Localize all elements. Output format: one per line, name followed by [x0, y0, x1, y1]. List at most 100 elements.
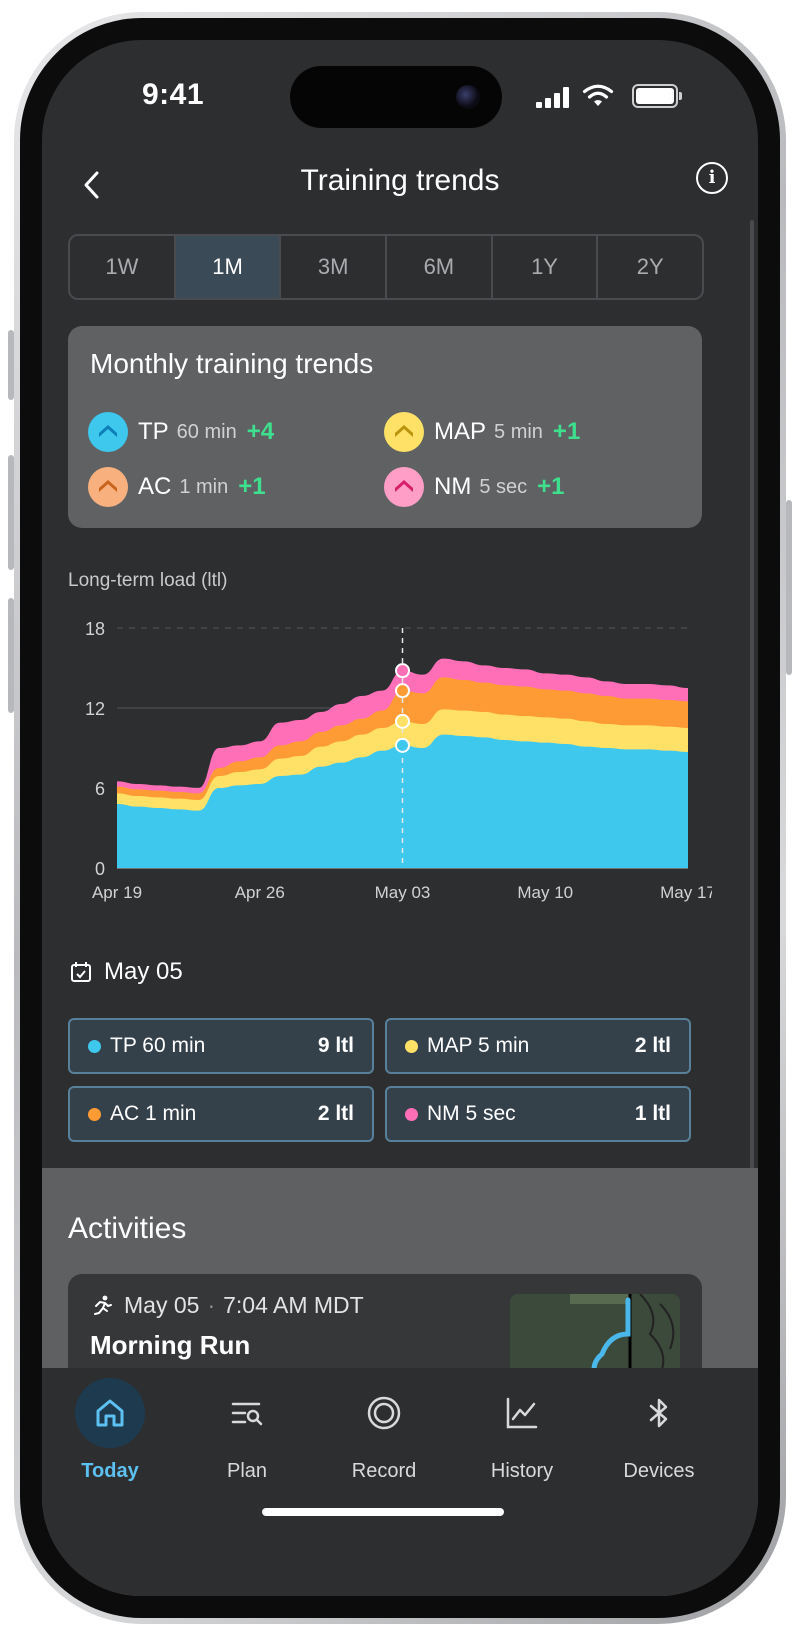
- stat-card-tp[interactable]: TP 60 min 9 ltl: [68, 1018, 374, 1074]
- bluetooth-icon: [649, 1398, 668, 1428]
- back-button[interactable]: [72, 162, 112, 208]
- tab-1w[interactable]: 1W: [70, 236, 176, 298]
- tab-label: History: [490, 1460, 554, 1482]
- trend-duration: 5 min: [494, 420, 543, 443]
- stat-card-map[interactable]: MAP 5 min 2 ltl: [385, 1018, 691, 1074]
- tab-3m[interactable]: 3M: [281, 236, 388, 298]
- stat-label: TP 60 min: [110, 1034, 206, 1057]
- plan-icon: [231, 1402, 263, 1426]
- tab-2y[interactable]: 2Y: [636, 254, 664, 279]
- status-bar: 9:41: [42, 40, 758, 150]
- stat-label: MAP 5 min: [427, 1034, 530, 1057]
- trend-up-icon: [88, 412, 128, 452]
- stat-value: 9 ltl: [317, 1034, 354, 1057]
- stat-value: 2 ltl: [634, 1034, 671, 1057]
- trend-item-nm: NM 5 sec +1: [384, 465, 565, 509]
- series-dot: [88, 1040, 101, 1053]
- separator-dot: ·: [207, 1292, 216, 1318]
- trend-item-ac: AC 1 min +1: [88, 465, 266, 509]
- chart-label: Long-term load (ltl): [68, 570, 228, 591]
- trend-name: TP: [138, 418, 169, 445]
- selected-date: May 05: [104, 958, 183, 985]
- y-tick-label: 0: [95, 859, 105, 879]
- y-tick-label: 18: [85, 619, 105, 639]
- point-ac: [395, 683, 410, 699]
- trend-up-icon: [88, 467, 128, 507]
- tab-6m[interactable]: 6M: [387, 236, 493, 298]
- tab-label: Record: [351, 1460, 417, 1482]
- trend-item-tp: TP 60 min +4: [88, 410, 274, 454]
- tab-1m[interactable]: 1M: [175, 236, 282, 298]
- running-icon: [94, 1295, 112, 1315]
- trend-duration: 60 min: [176, 420, 237, 443]
- activity-meta: May 05 · 7:04 AM MDT: [90, 1292, 364, 1319]
- trend-delta: +1: [238, 473, 266, 500]
- tab-history[interactable]: History: [462, 1378, 582, 1483]
- nav-header: Training trends i: [42, 150, 758, 220]
- calendar-check-icon: [71, 962, 91, 982]
- series-dot: [405, 1108, 418, 1121]
- tab-label: Plan: [226, 1460, 268, 1482]
- trend-up-icon: [384, 412, 424, 452]
- record-icon: [367, 1396, 401, 1430]
- power-button: [786, 500, 792, 675]
- page-title: Training trends: [300, 164, 500, 197]
- volume-up-button: [8, 455, 14, 570]
- activities-title: Activities: [68, 1212, 187, 1245]
- series-dot: [88, 1108, 101, 1121]
- info-button[interactable]: i: [696, 162, 728, 194]
- period-tabs: 1W 1M 3M 6M 1Y 2Y: [68, 234, 704, 300]
- chevron-left-icon: [84, 171, 99, 199]
- x-tick-label: Apr 26: [235, 883, 285, 902]
- action-button: [8, 330, 14, 400]
- point-nm: [395, 663, 410, 679]
- trends-card-title: Monthly training trends: [90, 348, 374, 379]
- wifi-icon: [582, 84, 614, 106]
- long-term-load-chart[interactable]: 0 6 12 18 Apr 19 Apr 26 May 03 May 10 May 17: [72, 610, 712, 930]
- series-dot: [405, 1040, 418, 1053]
- home-indicator: [262, 1508, 504, 1516]
- info-icon: i: [708, 167, 716, 188]
- bottom-tab-bar: Today Plan Record History Devices: [42, 1368, 758, 1596]
- tab-devices[interactable]: Devices: [599, 1378, 719, 1483]
- scrollbar[interactable]: [750, 220, 754, 1170]
- tab-plan[interactable]: Plan: [187, 1378, 307, 1483]
- home-icon: [96, 1399, 124, 1427]
- trend-item-map: MAP 5 min +1: [384, 410, 580, 454]
- x-tick-label: May 10: [517, 883, 573, 902]
- volume-down-button: [8, 598, 14, 713]
- trend-duration: 5 sec: [479, 475, 528, 498]
- trend-duration: 1 min: [179, 475, 229, 498]
- tab-1y[interactable]: 1Y: [493, 236, 599, 298]
- tab-record[interactable]: Record: [324, 1378, 444, 1483]
- stat-card-nm[interactable]: NM 5 sec 1 ltl: [385, 1086, 691, 1142]
- trend-up-icon: [384, 467, 424, 507]
- trend-delta: +1: [552, 418, 581, 445]
- x-tick-label: May 17: [660, 883, 712, 902]
- camera-icon: [456, 85, 480, 109]
- stat-value: 2 ltl: [317, 1102, 354, 1125]
- app-screen: 9:41 Training trends i 1W 1M 3M 6M 1Y 2Y…: [42, 40, 758, 1596]
- y-tick-label: 12: [85, 699, 105, 719]
- tab-today[interactable]: Today: [50, 1378, 170, 1483]
- monthly-trends-card: Monthly training trends TP 60 min +4 MAP…: [68, 326, 702, 528]
- activity-time: 7:04 AM MDT: [223, 1292, 364, 1318]
- x-tick-label: Apr 19: [92, 883, 142, 902]
- y-tick-label: 6: [95, 779, 105, 799]
- stat-value: 1 ltl: [634, 1102, 671, 1125]
- stat-label: AC 1 min: [110, 1102, 197, 1125]
- activity-date: May 05: [124, 1292, 200, 1318]
- stat-label: NM 5 sec: [427, 1102, 516, 1125]
- tab-label: Devices: [623, 1460, 695, 1482]
- point-tp: [395, 737, 410, 753]
- selected-date-header: May 05: [70, 958, 183, 986]
- trend-name: MAP: [434, 418, 487, 445]
- status-time: 9:41: [142, 78, 205, 111]
- history-icon: [506, 1397, 538, 1429]
- tab-label: Today: [81, 1460, 139, 1482]
- trend-delta: +4: [246, 418, 275, 445]
- activity-name: Morning Run: [90, 1330, 251, 1360]
- stat-card-ac[interactable]: AC 1 min 2 ltl: [68, 1086, 374, 1142]
- trend-name: AC: [138, 473, 172, 500]
- point-map: [395, 713, 410, 729]
